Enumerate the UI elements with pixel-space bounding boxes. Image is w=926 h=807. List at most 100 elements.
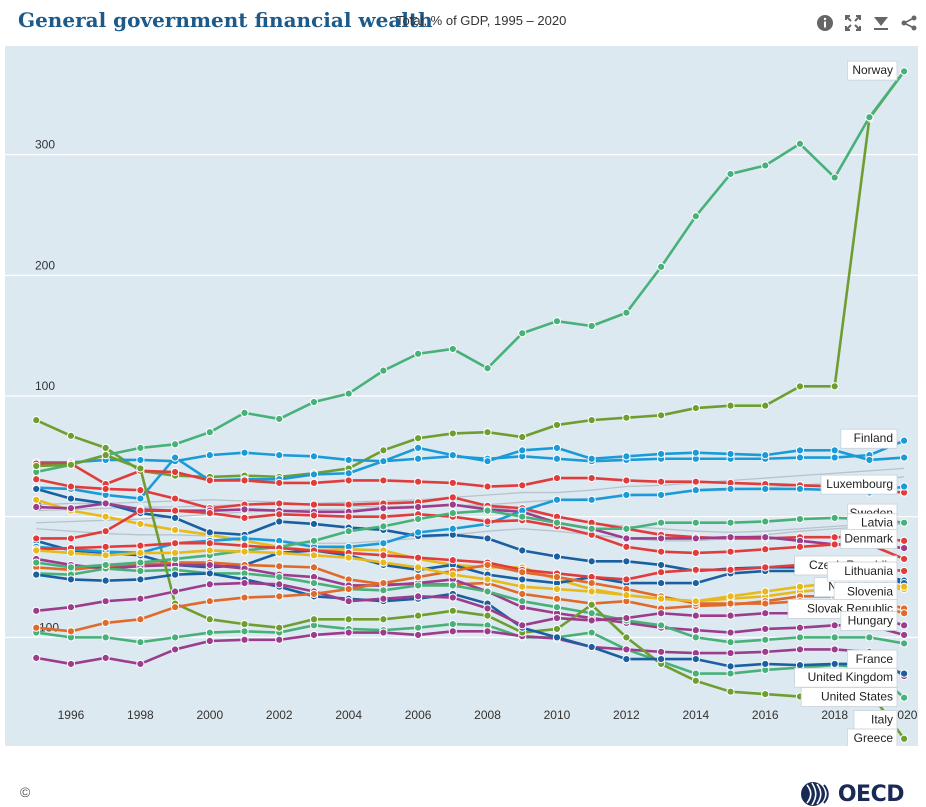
series-point-2-11 xyxy=(414,443,423,452)
x-tick-label-2: 2000 xyxy=(196,708,223,722)
share-icon[interactable] xyxy=(900,14,918,32)
series-label-text-13: United Kingdom xyxy=(808,670,893,684)
series-point-14-6 xyxy=(240,635,249,644)
series-point-0-16 xyxy=(587,416,596,425)
series-point-22-11 xyxy=(414,572,423,582)
series-point-4-17 xyxy=(622,476,631,485)
series-point-3-21 xyxy=(761,161,770,170)
series-point-5-2 xyxy=(101,484,110,494)
x-tick-label-6: 2008 xyxy=(474,708,501,722)
series-point-22-16 xyxy=(587,578,596,588)
series-point-0-0 xyxy=(32,416,41,425)
series-line-4 xyxy=(36,462,905,494)
series-point-2-23 xyxy=(830,446,839,455)
series-point-13-3 xyxy=(136,638,145,647)
series-point-4-9 xyxy=(344,476,353,485)
series-point-3-10 xyxy=(379,366,388,375)
series-label-8: Lithuania xyxy=(827,561,898,582)
series-point-18-8 xyxy=(309,536,319,545)
series-point-18-23 xyxy=(830,513,839,522)
series-point-1-9 xyxy=(344,455,353,465)
download-icon[interactable] xyxy=(872,14,890,32)
series-point-21-2 xyxy=(101,597,110,606)
oecd-logo[interactable]: OECD xyxy=(800,781,905,807)
series-point-4-15 xyxy=(552,473,562,483)
series-point-23-3 xyxy=(136,548,145,557)
series-point-19-10 xyxy=(379,551,388,560)
series-point-3-16 xyxy=(587,321,596,331)
series-point-21-6 xyxy=(240,578,249,588)
series-point-19-5 xyxy=(205,539,214,548)
series-point-17-1 xyxy=(66,534,76,543)
chart-title: General government financial wealth xyxy=(18,8,433,32)
toolbar xyxy=(816,14,918,32)
series-point-21-4 xyxy=(171,587,180,596)
series-point-18-12 xyxy=(448,508,457,518)
series-point-7-7 xyxy=(275,517,284,526)
series-point-14-7 xyxy=(275,635,284,644)
series-point-3-19 xyxy=(691,212,700,221)
series-point-23-19 xyxy=(691,597,700,606)
fullscreen-icon[interactable] xyxy=(844,14,862,32)
series-point-14-20 xyxy=(726,648,735,658)
series-point-22-9 xyxy=(344,585,353,594)
series-point-3-23 xyxy=(830,173,839,182)
series-point-14-23 xyxy=(830,645,839,654)
series-point-13-4 xyxy=(171,633,180,642)
series-point-22-14 xyxy=(518,568,527,577)
series-point-3-22 xyxy=(795,139,805,148)
series-point-11-21 xyxy=(761,624,770,634)
series-point-23-4 xyxy=(171,548,180,557)
series-label-15: Italy xyxy=(853,710,898,730)
series-point-13-11 xyxy=(414,623,423,632)
series-point-21-18 xyxy=(657,609,666,618)
series-point-12-15 xyxy=(552,603,562,612)
x-tick-label-1: 1998 xyxy=(127,708,154,722)
series-point-6-3 xyxy=(136,519,145,529)
series-label-box-5 xyxy=(840,529,898,549)
series-point-14-13 xyxy=(483,627,492,636)
series-line-19 xyxy=(36,541,905,581)
series-point-21-15 xyxy=(552,613,562,623)
series-label-text-2: Luxembourg xyxy=(826,477,893,491)
series-point-2-25 xyxy=(900,453,909,462)
series-point-1-6 xyxy=(240,448,249,457)
series-label-text-11: Hungary xyxy=(848,613,893,627)
series-point-21-11 xyxy=(414,592,423,601)
series-line-20 xyxy=(36,572,905,675)
series-point-15-15 xyxy=(552,624,562,634)
series-point-14-21 xyxy=(761,647,770,656)
series-point-5-9 xyxy=(344,500,353,509)
series-point-21-7 xyxy=(275,580,284,589)
series-point-1-8 xyxy=(309,452,319,461)
series-point-14-5 xyxy=(205,636,214,646)
series-point-5-12 xyxy=(448,493,457,502)
x-tick-label-4: 2004 xyxy=(335,708,362,722)
series-label-text-1: Finland xyxy=(854,431,893,445)
series-point-14-4 xyxy=(171,645,180,654)
series-point-16-10 xyxy=(379,539,388,548)
series-point-23-12 xyxy=(448,570,457,579)
series-point-22-6 xyxy=(240,593,249,602)
series-point-2-19 xyxy=(691,448,700,457)
series-point-5-7 xyxy=(275,499,284,508)
series-point-19-17 xyxy=(622,575,631,584)
series-point-8-11 xyxy=(414,502,423,512)
series-point-3-5 xyxy=(205,428,214,437)
series-point-21-1 xyxy=(66,603,76,612)
series-point-1-3 xyxy=(136,455,145,465)
series-point-11-20 xyxy=(726,628,735,637)
series-point-17-21 xyxy=(761,545,770,554)
series-point-15-8 xyxy=(309,615,319,624)
series-point-18-2 xyxy=(101,560,110,570)
series-point-15-1 xyxy=(66,460,76,469)
series-point-21-3 xyxy=(136,594,145,603)
series-point-23-16 xyxy=(587,587,596,596)
info-icon[interactable] xyxy=(816,14,834,32)
series-point-12-23 xyxy=(830,633,839,642)
series-point-0-17 xyxy=(622,413,631,422)
series-point-20-15 xyxy=(552,633,562,642)
series-point-17-7 xyxy=(275,510,284,519)
series-point-17-6 xyxy=(240,513,249,522)
series-point-4-7 xyxy=(275,478,284,487)
